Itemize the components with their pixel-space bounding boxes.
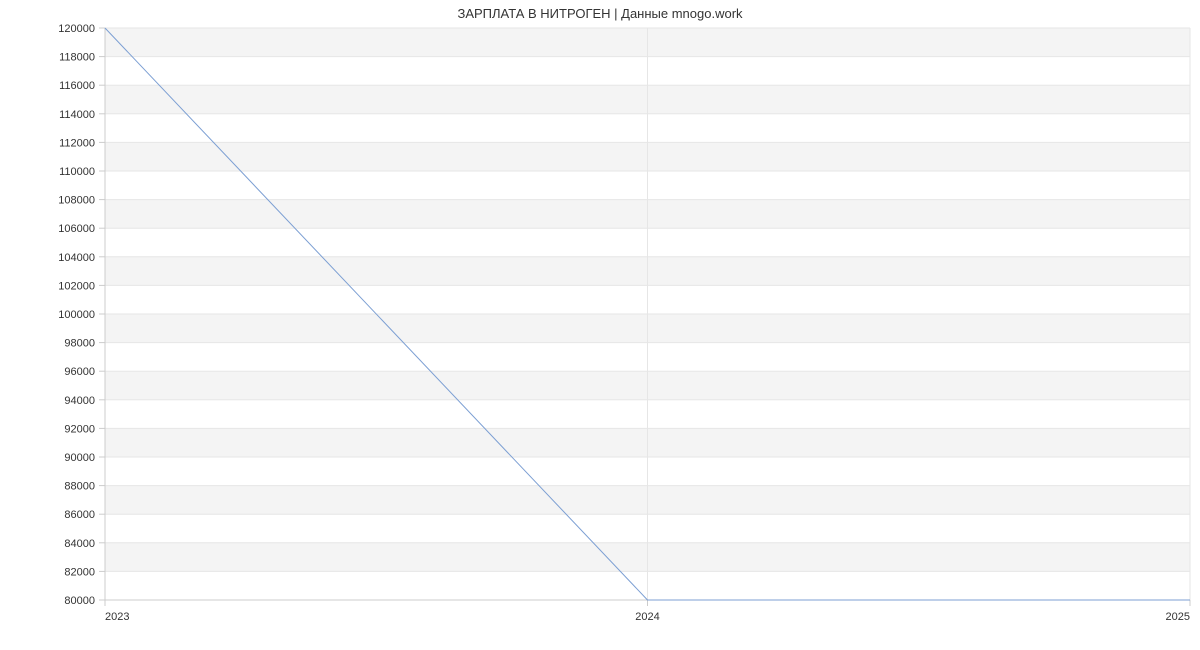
y-tick-label: 104000 bbox=[58, 252, 95, 264]
y-tick-label: 98000 bbox=[64, 338, 95, 350]
y-tick-label: 120000 bbox=[58, 23, 95, 35]
y-tick-label: 94000 bbox=[64, 395, 95, 407]
y-tick-label: 108000 bbox=[58, 195, 95, 207]
y-tick-label: 88000 bbox=[64, 481, 95, 493]
y-tick-label: 82000 bbox=[64, 566, 95, 578]
y-tick-label: 118000 bbox=[59, 52, 95, 64]
y-tick-label: 96000 bbox=[64, 366, 95, 378]
y-tick-label: 80000 bbox=[64, 595, 95, 607]
y-tick-label: 106000 bbox=[58, 223, 95, 235]
x-tick-label: 2023 bbox=[105, 611, 129, 623]
x-tick-label: 2025 bbox=[1166, 611, 1190, 623]
x-tick-label: 2024 bbox=[635, 611, 659, 623]
chart-svg: 80000 82000 84000 86000 88000 90000 92000 94000… bbox=[0, 0, 1200, 650]
y-tick-label: 100000 bbox=[58, 309, 95, 321]
y-tick-label: 114000 bbox=[59, 109, 95, 121]
y-tick-label: 92000 bbox=[64, 423, 95, 435]
y-tick-label: 102000 bbox=[58, 280, 95, 292]
y-tick-label: 110000 bbox=[59, 166, 95, 178]
y-tick-label: 84000 bbox=[64, 538, 95, 550]
y-tick-label: 90000 bbox=[64, 452, 95, 464]
y-tick-label: 112000 bbox=[59, 137, 95, 149]
salary-line-chart: ЗАРПЛАТА В НИТРОГЕН | Данные mnogo.work … bbox=[0, 0, 1200, 650]
y-tick-label: 86000 bbox=[64, 509, 95, 521]
y-tick-label: 116000 bbox=[59, 80, 95, 92]
